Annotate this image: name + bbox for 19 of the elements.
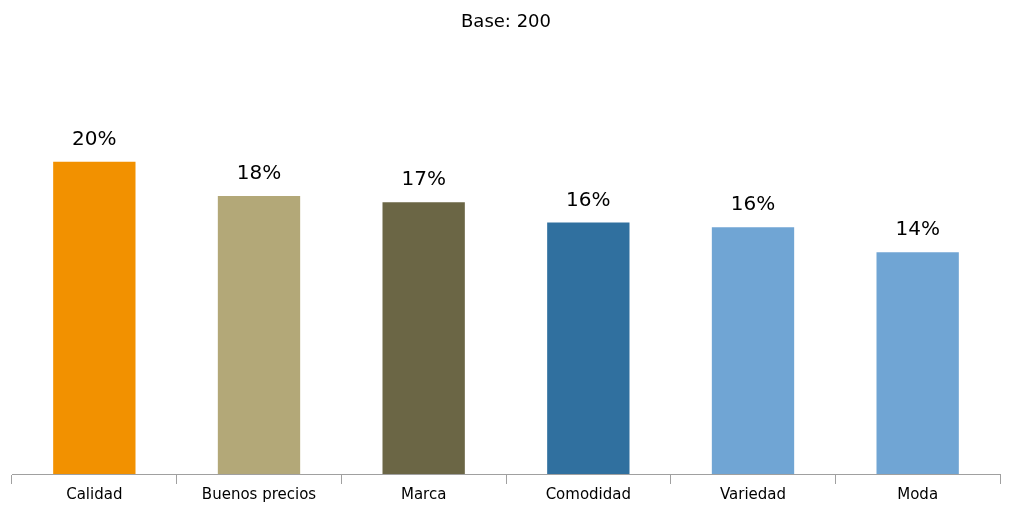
x-tick-label: Marca xyxy=(400,484,447,503)
data-label: 18% xyxy=(236,160,282,185)
x-tick-label: Buenos precios xyxy=(201,484,317,503)
bar xyxy=(217,196,301,474)
data-label: 17% xyxy=(401,166,446,191)
bar xyxy=(53,161,136,474)
x-tick-label: Comodidad xyxy=(545,484,632,503)
data-label: 14% xyxy=(895,216,940,241)
bar xyxy=(547,222,630,474)
bar xyxy=(876,252,959,474)
data-label: 16% xyxy=(566,186,611,211)
bar xyxy=(382,202,465,474)
x-tick-label: Moda xyxy=(897,484,939,503)
x-tick-label: Variedad xyxy=(719,484,787,503)
data-label: 20% xyxy=(72,125,117,150)
x-tick-label: Calidad xyxy=(66,484,123,503)
bar xyxy=(711,227,795,474)
chart-title: Base: 200 xyxy=(461,10,551,32)
data-label: 16% xyxy=(730,191,776,216)
